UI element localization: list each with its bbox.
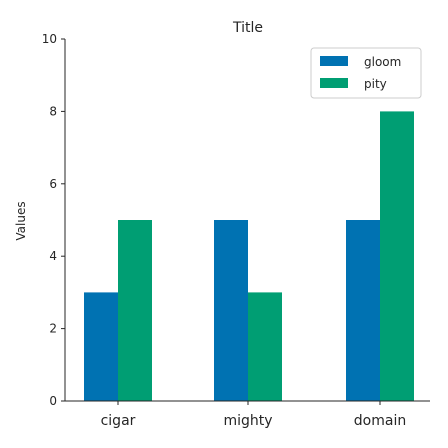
legend: gloom pity bbox=[310, 47, 422, 99]
x-axis-ticks: cigar mighty domain bbox=[101, 401, 406, 429]
legend-swatch-gloom bbox=[320, 56, 348, 66]
legend-label-gloom: gloom bbox=[364, 55, 401, 69]
y-tick-label: 4 bbox=[49, 249, 57, 263]
bar-pity-cigar bbox=[118, 220, 152, 401]
y-tick-label: 6 bbox=[49, 177, 57, 191]
x-tick-label: cigar bbox=[101, 413, 136, 429]
x-tick-label: mighty bbox=[223, 413, 272, 429]
x-tick-label: domain bbox=[354, 413, 406, 429]
bar-gloom-domain bbox=[346, 220, 380, 401]
legend-label-pity: pity bbox=[364, 77, 387, 91]
bar-gloom-cigar bbox=[84, 292, 118, 401]
bar-pity-mighty bbox=[248, 292, 282, 401]
y-axis-ticks: 0 2 4 6 8 10 bbox=[42, 32, 65, 408]
chart-title: Title bbox=[232, 20, 263, 36]
y-tick-label: 8 bbox=[49, 104, 57, 118]
y-tick-label: 10 bbox=[42, 32, 57, 46]
bars bbox=[84, 111, 414, 402]
legend-swatch-pity bbox=[320, 78, 348, 88]
bar-gloom-mighty bbox=[214, 220, 248, 401]
y-axis-title: Values bbox=[14, 201, 28, 240]
y-tick-label: 0 bbox=[49, 394, 57, 408]
bar-pity-domain bbox=[380, 111, 414, 402]
y-tick-label: 2 bbox=[49, 322, 57, 336]
